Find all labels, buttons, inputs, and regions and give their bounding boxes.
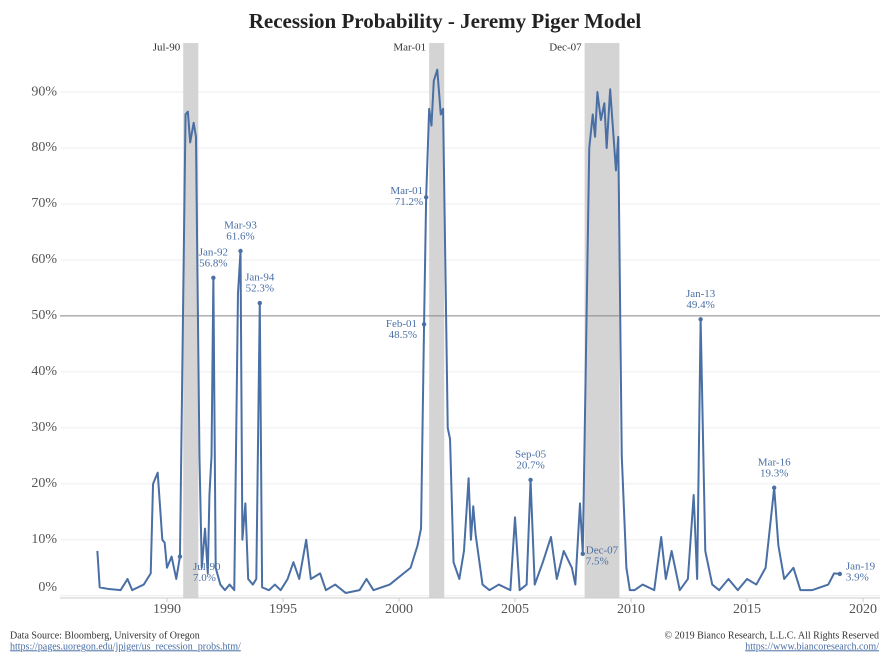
annotation-dot: [837, 571, 843, 577]
source: Data Source: Bloomberg, University of Or…: [10, 630, 200, 641]
line: [96, 68, 840, 594]
x-tick-label: 2000: [385, 602, 413, 617]
annotation-value: 7.5%: [586, 555, 609, 567]
annotation-dot: [257, 300, 262, 306]
y-tick-label: 70%: [31, 196, 57, 211]
recession-label: Dec-07: [549, 42, 582, 54]
annotation-label: Jan-19: [846, 560, 876, 572]
y-tick-label: 20%: [31, 476, 57, 491]
annotation-dot: [771, 485, 777, 490]
y-tick-label: 10%: [31, 532, 57, 547]
annotation-value: 52.3%: [246, 283, 274, 295]
y-tick-label: 60%: [31, 252, 57, 267]
annotation-value: 3.9%: [846, 571, 869, 583]
annotation-label: Sep-05: [515, 448, 547, 460]
source-url[interactable]: https://pages.uoregon.edu/jpiger/us_rece…: [10, 641, 241, 652]
annotation-value: 71.2%: [395, 196, 423, 208]
recession-band: [584, 43, 620, 598]
y-tick-label: 30%: [31, 420, 57, 435]
annotation-dot: [528, 477, 533, 483]
annotation-dot: [177, 554, 183, 559]
site-url[interactable]: https://www.biancoresearch.com/: [745, 641, 879, 652]
annotation-value: 20.7%: [516, 459, 544, 471]
y-tick-label: 0%: [38, 580, 57, 595]
annotation-dot: [421, 322, 427, 327]
annotation-label: Jan-94: [245, 272, 275, 284]
x-tick-label: 2005: [501, 602, 529, 617]
y-tick-label: 40%: [31, 364, 57, 379]
annotation-dot: [238, 248, 243, 254]
annotation-label: Mar-93: [224, 220, 257, 232]
recession-band: [183, 43, 199, 598]
annotation-value: 49.4%: [686, 299, 714, 311]
annotation-label: Jul-90: [193, 561, 221, 573]
annotation-label: Mar-01: [390, 185, 423, 197]
x-tick-label: 2020: [849, 602, 877, 617]
annotation-value: 48.5%: [389, 329, 417, 341]
annotation-dot: [423, 195, 429, 200]
chart-title: Recession Probability - Jeremy Piger Mod…: [249, 9, 642, 33]
recession-label: Mar-01: [393, 42, 426, 54]
annotation-label: Jan-13: [686, 288, 716, 300]
annotation-value: 19.3%: [760, 467, 788, 479]
annotation-dot: [211, 275, 216, 281]
annotation-value: 56.8%: [199, 257, 227, 269]
annotation-label: Feb-01: [386, 318, 417, 330]
annotation-label: Dec-07: [586, 544, 619, 556]
annotation-label: Jan-92: [199, 246, 228, 258]
copyright: © 2019 Bianco Research, L.L.C. All Right…: [664, 630, 879, 641]
annotation-value: 61.6%: [226, 231, 254, 243]
y-tick-label: 80%: [31, 140, 57, 155]
x-tick-label: 2015: [733, 602, 761, 617]
recession-band: [429, 43, 445, 598]
y-tick-label: 50%: [31, 308, 57, 323]
x-tick-label: 1990: [153, 602, 181, 617]
annotation-label: Mar-16: [758, 456, 791, 468]
recession-label: Jul-90: [153, 42, 181, 54]
y-tick-label: 90%: [31, 84, 57, 99]
annotation-value: 7.0%: [193, 572, 216, 584]
annotation-dot: [698, 317, 703, 322]
x-tick-label: 1995: [269, 602, 297, 617]
annotation-dot: [580, 551, 585, 556]
x-tick-label: 2010: [617, 602, 645, 617]
